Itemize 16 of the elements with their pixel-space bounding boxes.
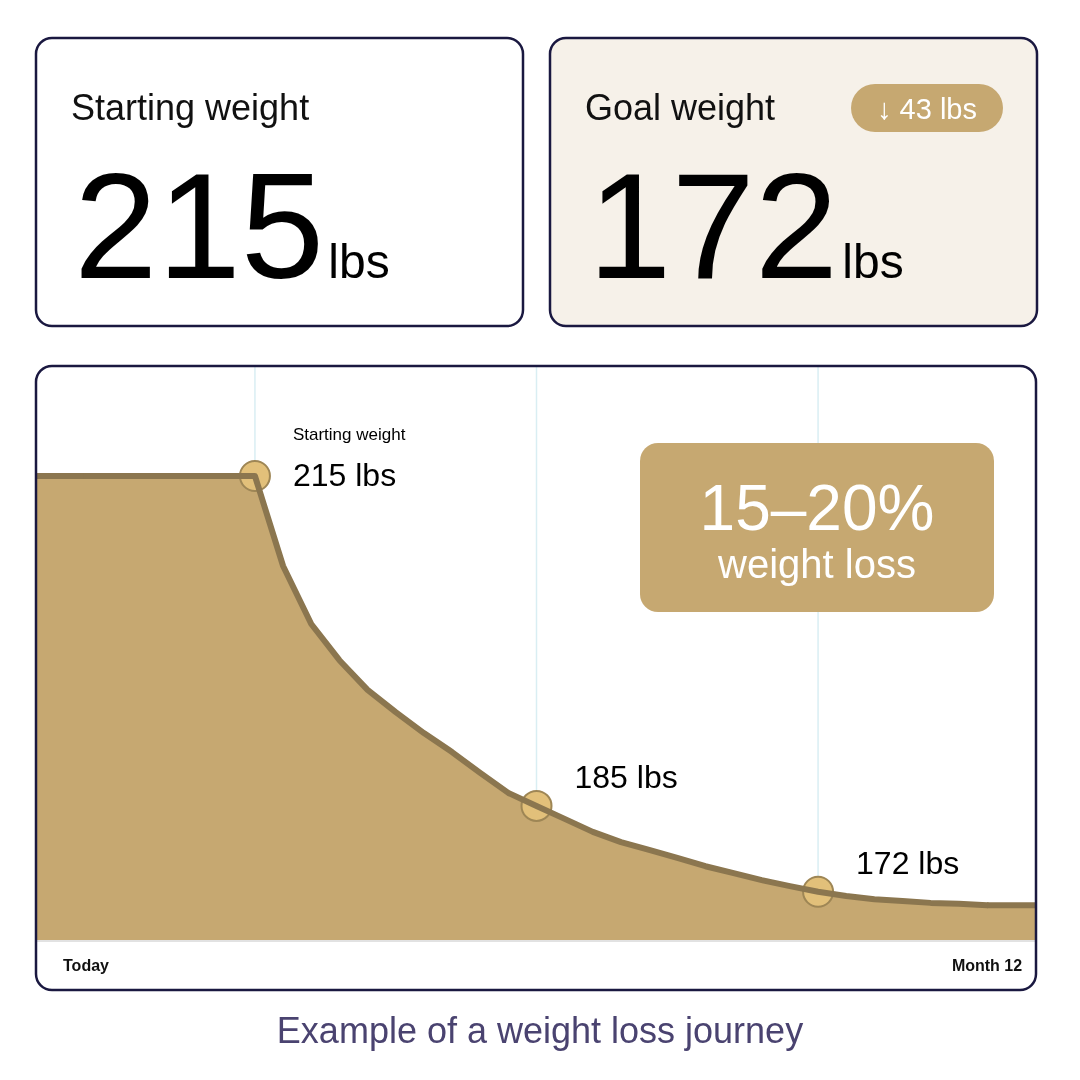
annotation: 185 lbs: [574, 758, 678, 795]
annotation: 215 lbs: [292, 457, 397, 493]
annotation: 15–20%: [699, 472, 935, 544]
x-tick-label: Month 12: [951, 957, 1023, 974]
text: Goal weight: [585, 87, 776, 128]
text: lbs: [328, 235, 390, 288]
annotation: weight loss: [717, 542, 916, 586]
text: Starting weight: [71, 87, 310, 128]
x-tick-label: Today: [63, 957, 110, 974]
text: 215: [74, 142, 325, 310]
text: ↓ 43 lbs: [877, 93, 977, 125]
annotation: 172 lbs: [856, 844, 960, 881]
text: lbs: [842, 235, 904, 288]
text: 172: [588, 142, 839, 310]
text: Starting weight: [292, 425, 406, 444]
text: Example of a weight loss journey: [276, 1010, 804, 1051]
